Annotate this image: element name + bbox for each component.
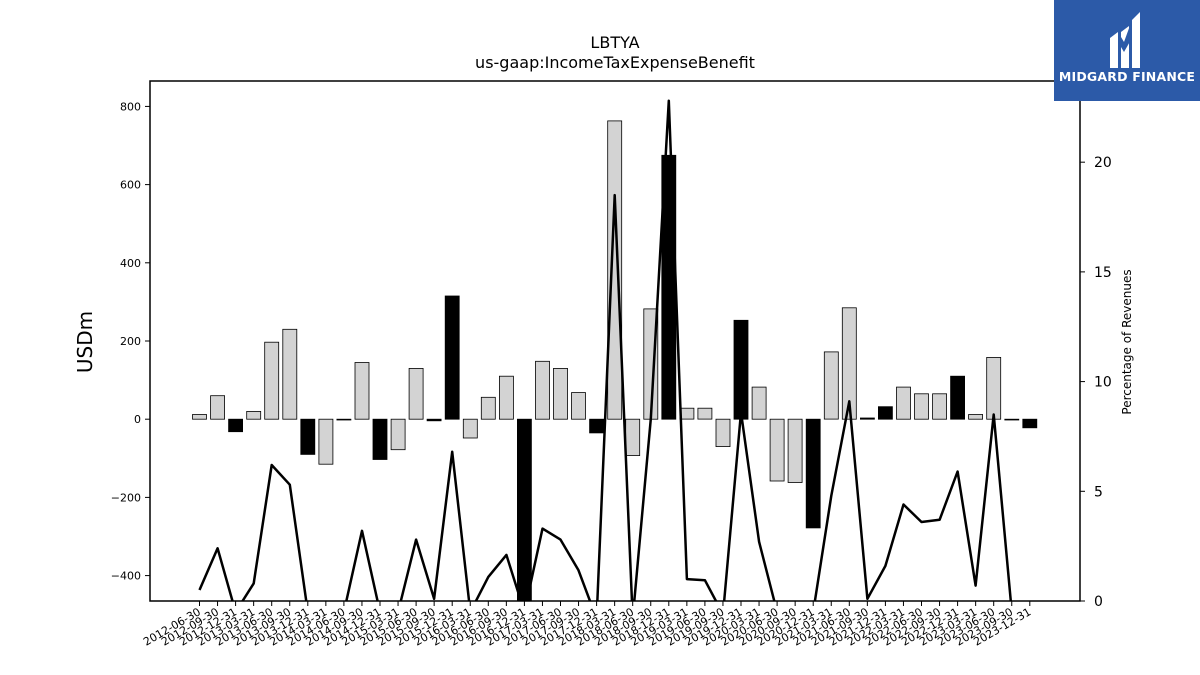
bar-2019-06-30 xyxy=(697,407,713,420)
bar-2014-09-30 xyxy=(354,362,370,420)
y-tick-label: 400 xyxy=(120,257,141,270)
y-tick-label: 200 xyxy=(120,335,141,348)
bar-2023-06-30 xyxy=(986,356,1002,420)
y-tick-label: 600 xyxy=(120,179,141,192)
bar-2017-09-30 xyxy=(571,392,586,420)
bar-2014-03-31 xyxy=(318,418,334,465)
bar-2016-03-31 xyxy=(462,418,478,439)
percentage-line xyxy=(198,99,1013,601)
bar-2021-12-31 xyxy=(878,406,893,420)
bar-2020-12-31 xyxy=(805,418,821,529)
y-axis-label: USDm xyxy=(73,311,97,373)
bar-2013-03-31 xyxy=(246,410,262,420)
bar-2015-03-31 xyxy=(390,418,406,451)
y2-axis-label: Percentage of Revenues xyxy=(1120,269,1134,414)
bar-2015-06-30 xyxy=(408,367,424,420)
bar-2017-12-31 xyxy=(589,418,604,434)
bar-2012-09-30 xyxy=(210,395,226,420)
bar-2017-03-31 xyxy=(535,360,550,420)
bar-2014-12-31 xyxy=(372,418,388,460)
bar-2012-12-31 xyxy=(228,418,244,433)
bar-2015-09-30 xyxy=(426,418,442,422)
y2-tick-label: 10 xyxy=(1094,375,1112,391)
bar-2022-06-30 xyxy=(914,393,929,420)
bar-2021-06-30 xyxy=(841,307,857,420)
plot-frame xyxy=(149,80,1081,602)
y2-tick-label: 20 xyxy=(1094,155,1112,171)
bar-2019-12-31 xyxy=(733,319,749,420)
chart-subtitle: us-gaap:IncomeTaxExpenseBenefit xyxy=(475,53,755,72)
bar-2023-12-31 xyxy=(1022,418,1038,429)
y2-axis-ticks: 0 5 10 15 20 xyxy=(1080,155,1112,610)
bar-2019-09-30 xyxy=(715,418,731,448)
chart-title: LBTYA xyxy=(590,33,639,52)
y2-tick-label: 0 xyxy=(1094,594,1103,610)
bar-2020-06-30 xyxy=(769,418,785,482)
line-series xyxy=(198,99,1013,601)
bar-2014-06-30 xyxy=(336,418,352,421)
y2-tick-label: 5 xyxy=(1094,484,1103,500)
bar-2020-09-30 xyxy=(787,418,803,483)
bar-2012-06-30 xyxy=(192,414,207,420)
bar-2015-12-31 xyxy=(444,295,460,420)
y-tick-label: −200 xyxy=(111,491,141,504)
bar-2022-12-31 xyxy=(950,375,965,420)
bar-2022-09-30 xyxy=(932,393,947,420)
logo: MIDGARD FINANCE xyxy=(1054,0,1200,101)
y-tick-label: 0 xyxy=(134,413,141,426)
bar-2021-03-31 xyxy=(823,351,839,420)
y2-tick-label: 15 xyxy=(1094,265,1112,281)
x-axis-ticks: 2012-06-302012-09-302012-12-312013-03-31… xyxy=(141,601,1033,649)
logo-brand-text: MIDGARD FINANCE xyxy=(1058,69,1196,84)
bar-2018-03-31 xyxy=(607,120,623,420)
bar-series xyxy=(192,120,1038,602)
bar-2022-03-31 xyxy=(896,386,911,420)
bar-2013-09-30 xyxy=(282,328,298,420)
bar-2021-09-30 xyxy=(860,417,875,420)
y-tick-label: −400 xyxy=(111,570,141,583)
bar-2023-09-30 xyxy=(1004,418,1020,421)
bar-2023-03-31 xyxy=(968,414,983,420)
bar-2020-03-31 xyxy=(751,386,767,420)
bar-2013-12-31 xyxy=(300,418,316,455)
y-tick-label: 800 xyxy=(120,100,141,113)
bar-2018-06-30 xyxy=(625,418,641,457)
bar-2016-09-30 xyxy=(498,375,514,420)
y-axis-ticks: −400 −200 0 200 400 600 800 xyxy=(111,100,150,583)
bar-2016-06-30 xyxy=(480,396,496,420)
bar-2017-06-30 xyxy=(553,367,568,420)
logo-mark-icon xyxy=(1110,12,1140,68)
bar-2016-12-31 xyxy=(517,418,532,602)
bar-2013-06-30 xyxy=(264,341,280,420)
